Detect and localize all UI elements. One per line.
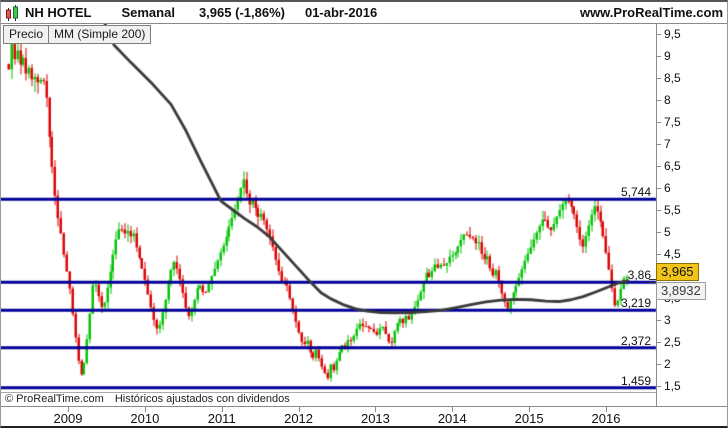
price-axis-tick: [656, 144, 661, 145]
price-pointer-mark: [649, 279, 656, 280]
time-axis-tick: [221, 407, 223, 412]
price-axis-label: 2,5: [664, 335, 681, 349]
price-axis-label: 8: [664, 93, 671, 107]
time-axis-label: 2012: [284, 411, 314, 426]
price-axis-label: 9,5: [664, 27, 681, 41]
symbol-name: NH HOTEL: [25, 5, 92, 20]
candlestick-icon: [6, 4, 18, 21]
time-axis-tick: [68, 407, 69, 412]
price-axis-tick: [656, 166, 661, 167]
price-axis-label: 7,5: [664, 115, 681, 129]
price-axis-label: 3: [664, 313, 671, 327]
time-axis-tick: [375, 407, 377, 412]
price-axis-tick: [656, 254, 661, 255]
time-axis-tick: [298, 407, 300, 412]
price-axis-label: 6,5: [664, 159, 681, 173]
price-axis-label: 7: [664, 137, 671, 151]
price-axis-label: 4,5: [664, 247, 681, 261]
time-axis-label: 2011: [207, 411, 236, 426]
copyright-bar: © ProRealTime.com Históricos ajustados c…: [5, 393, 290, 405]
instrument-header: NH HOTEL Semanal 3,965 (-1,86%) 01-abr-2…: [1, 2, 727, 24]
last-price-box: 3,965: [656, 263, 699, 281]
price-chart-canvas[interactable]: [1, 24, 657, 406]
level-label: 5,744: [620, 185, 651, 200]
time-axis-tick: [144, 407, 146, 412]
indicator-tabs: Precio MM (Simple 200): [3, 25, 152, 44]
time-axis-label: 2013: [360, 411, 390, 426]
dividends-note: Históricos ajustados con dividendos: [114, 393, 290, 405]
time-axis-label: 2015: [514, 411, 544, 426]
time-axis-label: 2009: [53, 411, 83, 426]
price-axis-label: 6: [664, 181, 671, 195]
copyright-text: © ProRealTime.com: [5, 393, 104, 405]
note-separator-line: [1, 392, 656, 393]
time-axis-tick: [529, 407, 531, 412]
price-axis-tick: [656, 320, 661, 321]
timeframe-label: Semanal: [121, 5, 175, 20]
last-price-and-change: 3,965 (-1,86%): [199, 5, 285, 20]
time-axis-line: [1, 406, 727, 407]
price-axis-label: 8,5: [664, 71, 681, 85]
proreal-time-watermark: www.ProRealTime.com: [579, 5, 723, 20]
change-percent: (-1,86%): [235, 5, 285, 20]
price-axis-tick: [656, 56, 661, 57]
price-axis-tick: [656, 342, 661, 343]
price-axis-label: 5,5: [664, 203, 681, 217]
level-label: 3,219: [620, 296, 651, 311]
time-axis-tick: [452, 407, 454, 412]
time-axis-tick: [605, 407, 607, 412]
price-axis-tick: [656, 232, 661, 233]
price-axis-line: [656, 24, 657, 406]
price-axis-tick: [656, 188, 661, 189]
price-axis-tick: [656, 386, 661, 387]
price-axis-tick: [656, 100, 661, 101]
price-axis-label: 5: [664, 225, 671, 239]
last-price: 3,965: [198, 5, 232, 20]
price-axis-label: 9: [664, 49, 671, 63]
price-axis-tick: [656, 122, 661, 123]
last-bar-date: 01-abr-2016: [304, 5, 378, 20]
price-axis-label: 1,5: [664, 379, 681, 393]
price-axis-tick: [656, 364, 661, 365]
level-label: 3,86: [627, 268, 651, 283]
ma-price-box: 3,8932: [656, 282, 706, 300]
price-axis-tick: [656, 34, 661, 35]
price-pointer-mark: [649, 282, 656, 283]
price-axis-tick: [656, 78, 661, 79]
level-label: 1,459: [620, 373, 651, 388]
price-axis-label: 2: [664, 357, 671, 371]
price-axis-tick: [656, 210, 661, 211]
time-axis-label: 2014: [437, 411, 467, 426]
time-axis-label: 2010: [130, 411, 160, 426]
tab-mm-simple-200[interactable]: MM (Simple 200): [48, 25, 152, 44]
time-axis-label: 2016: [591, 411, 621, 426]
level-label: 2,372: [620, 333, 651, 348]
tab-precio[interactable]: Precio: [3, 25, 50, 44]
